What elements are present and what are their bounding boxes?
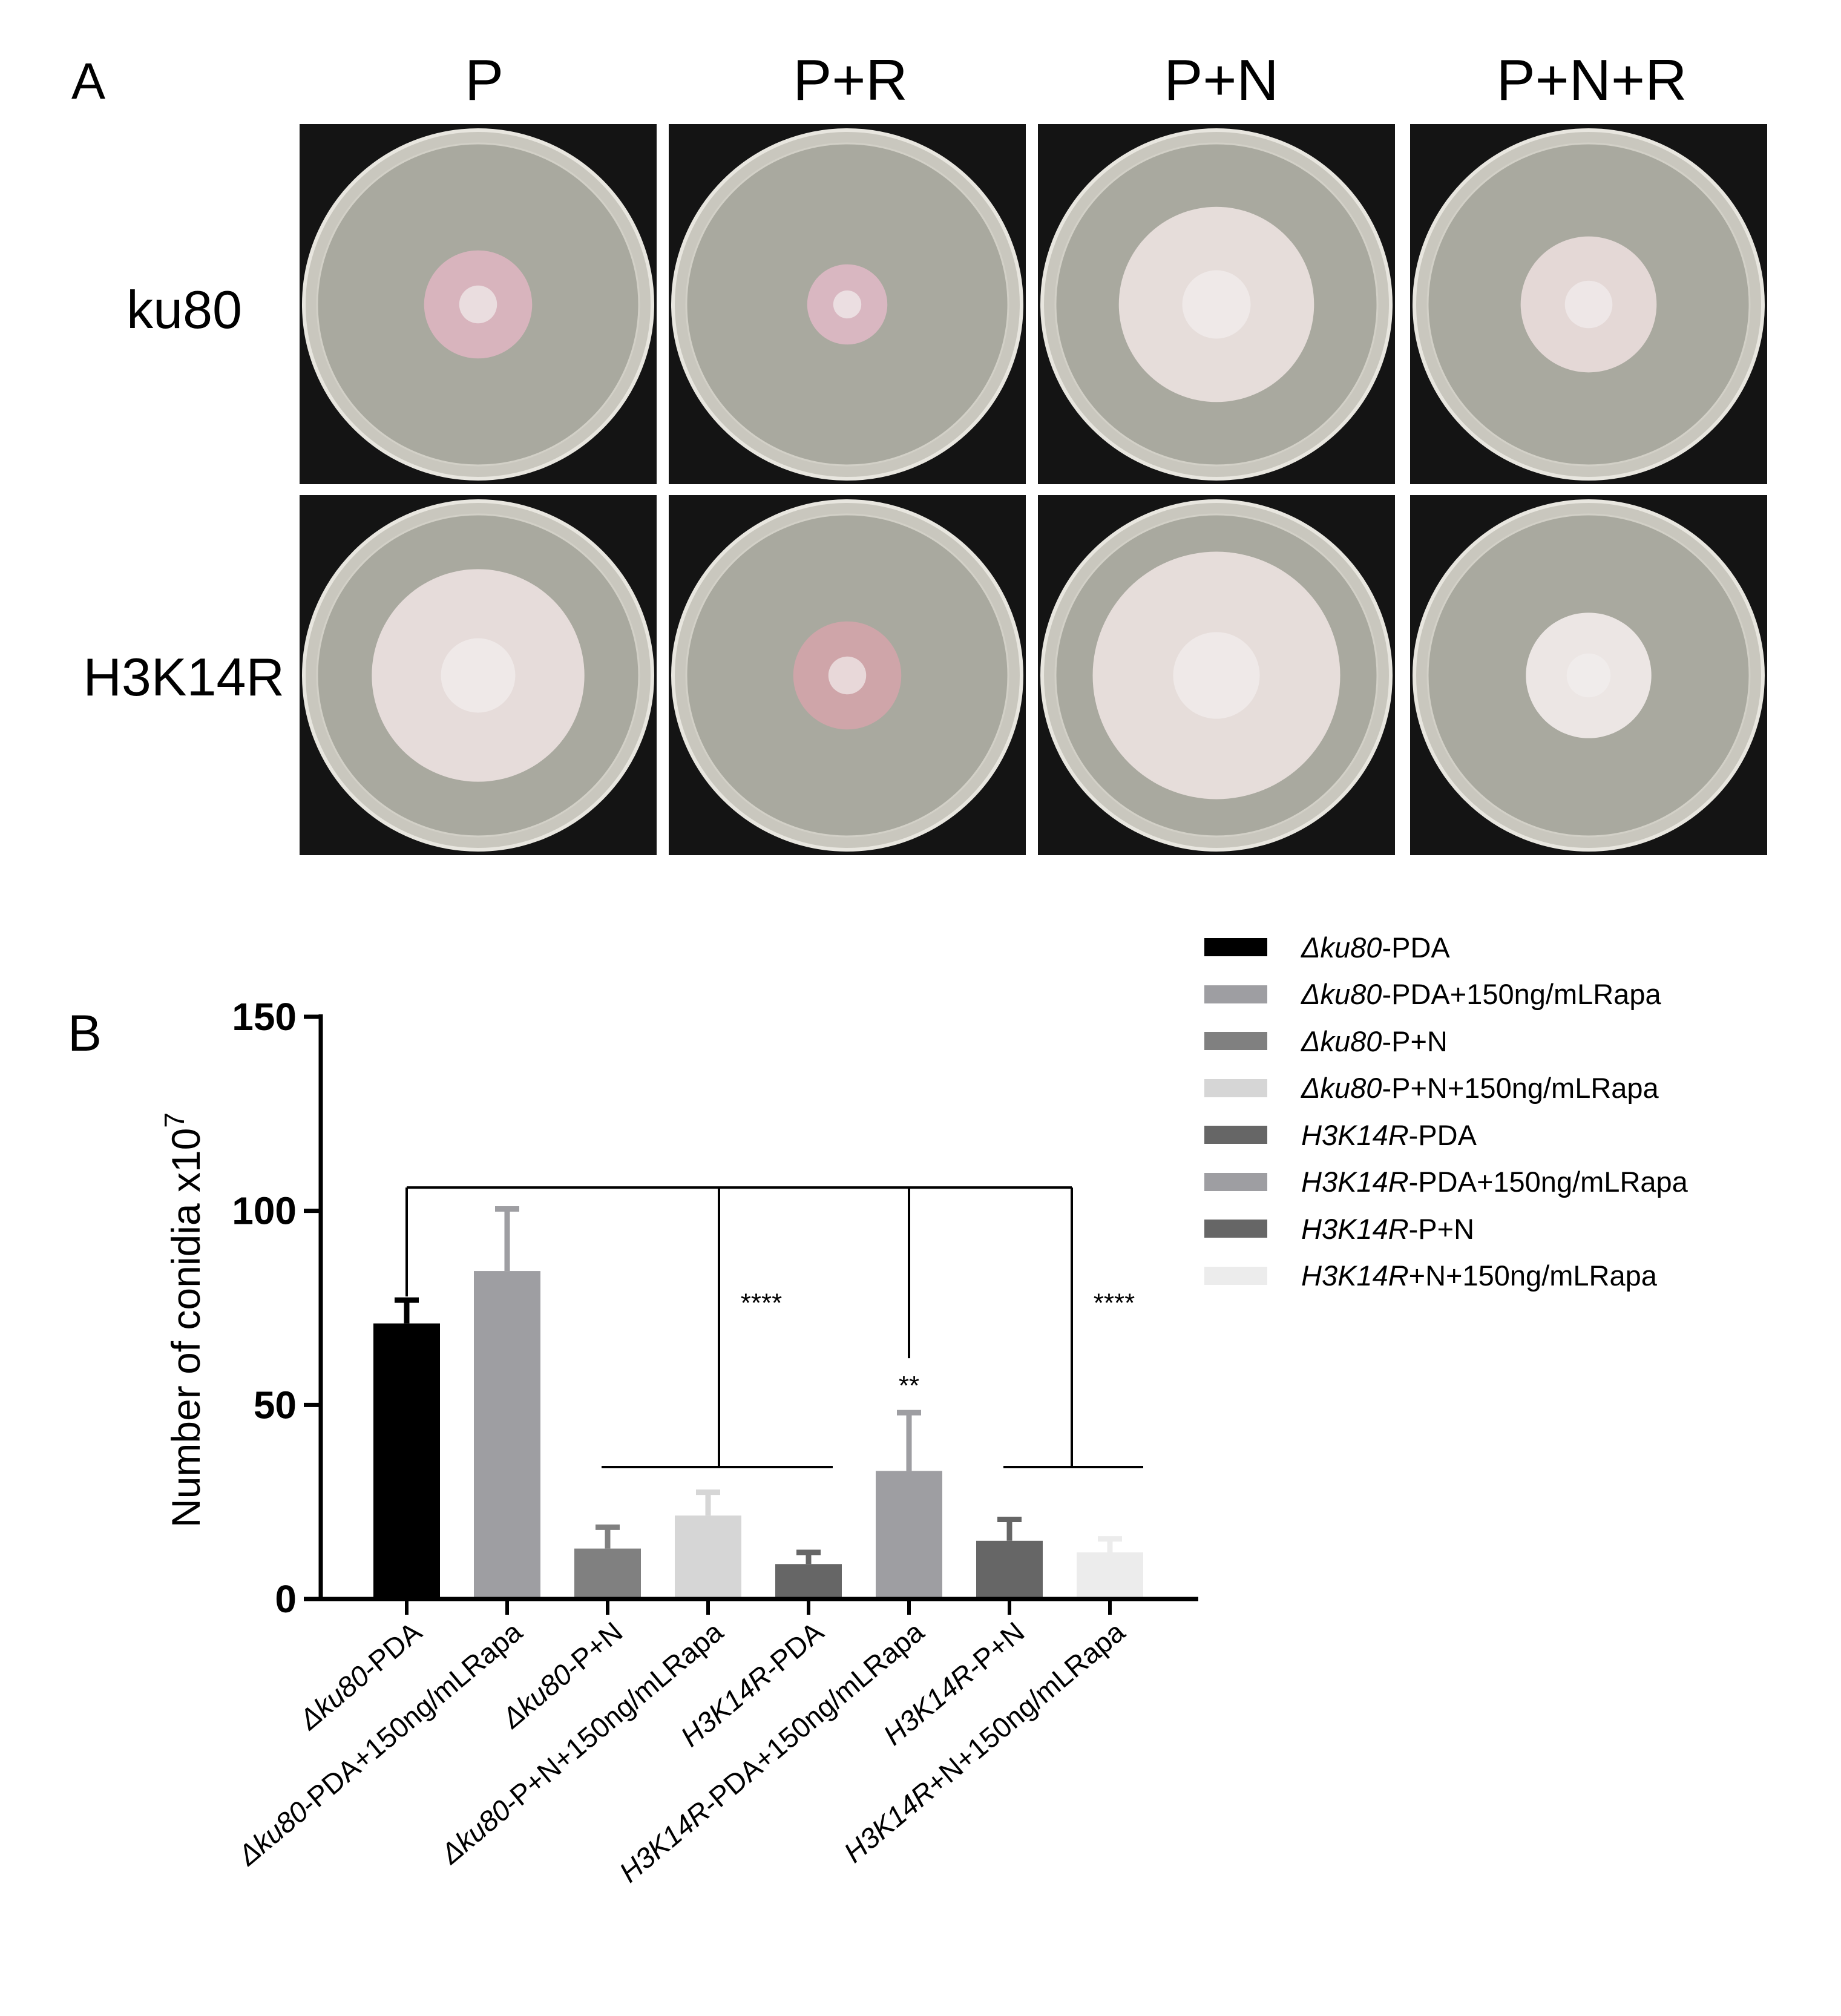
legend-label: Δku80-PDA+150ng/mLRapa <box>1301 978 1661 1010</box>
column-label-p-n-r: P+N+R <box>1496 48 1687 113</box>
legend-item: H3K14R-PDA+150ng/mLRapa <box>1204 1164 1688 1200</box>
bar-1 <box>474 1271 540 1599</box>
legend-label: Δku80-PDA <box>1301 931 1450 964</box>
legend-item: H3K14R-P+N <box>1204 1210 1474 1247</box>
legend-label: H3K14R-P+N <box>1301 1212 1475 1245</box>
legend-swatch <box>1204 1126 1267 1144</box>
legend-label: Δku80-P+N <box>1301 1025 1448 1057</box>
bar-5 <box>876 1471 942 1599</box>
column-label-p-r: P+R <box>793 48 908 113</box>
legend-label: H3K14R-PDA+150ng/mLRapa <box>1301 1166 1688 1198</box>
plate-h3k14r-0 <box>300 495 657 855</box>
bar-6 <box>976 1540 1043 1599</box>
bar-0 <box>373 1323 440 1599</box>
legend-item: H3K14R-PDA <box>1204 1117 1477 1153</box>
plate-ku80-2 <box>1038 124 1395 484</box>
panel-b-letter: B <box>68 1005 102 1062</box>
colony-center <box>1566 653 1611 698</box>
y-tick-label-150: 150 <box>232 995 297 1039</box>
legend-swatch <box>1204 1266 1267 1285</box>
significance-label-2: **** <box>1094 1288 1135 1318</box>
legend-swatch <box>1204 1079 1267 1097</box>
legend-item: Δku80-P+N <box>1204 1023 1448 1059</box>
panel-a-letter: A <box>71 53 106 110</box>
legend-swatch <box>1204 938 1267 956</box>
colony-center <box>1182 270 1251 339</box>
legend-label: H3K14R+N+150ng/mLRapa <box>1301 1259 1657 1292</box>
y-tick-label-50: 50 <box>254 1383 297 1427</box>
legend-item: Δku80-PDA+150ng/mLRapa <box>1204 976 1661 1013</box>
plate-h3k14r-3 <box>1410 495 1767 855</box>
plate-ku80-1 <box>669 124 1026 484</box>
legend-swatch <box>1204 1032 1267 1050</box>
colony-center <box>441 638 516 713</box>
y-tick-label-0: 0 <box>275 1577 297 1621</box>
legend-item: Δku80-PDA <box>1204 929 1450 965</box>
legend-label: Δku80-P+N+150ng/mLRapa <box>1301 1072 1659 1104</box>
plate-h3k14r-2 <box>1038 495 1395 855</box>
legend-item: Δku80-P+N+150ng/mLRapa <box>1204 1070 1659 1106</box>
legend-swatch <box>1204 985 1267 1003</box>
bar-7 <box>1077 1552 1143 1599</box>
bar-4 <box>775 1564 842 1599</box>
legend-swatch <box>1204 1172 1267 1191</box>
plate-ku80-0 <box>300 124 657 484</box>
colony-center <box>459 285 497 324</box>
y-tick-label-100: 100 <box>232 1189 297 1233</box>
legend-label: H3K14R-PDA <box>1301 1118 1477 1151</box>
colony-center <box>828 656 867 695</box>
plate-h3k14r-1 <box>669 495 1026 855</box>
legend-swatch <box>1204 1220 1267 1238</box>
row-label-ku80: ku80 <box>126 280 242 340</box>
column-label-p-n: P+N <box>1164 48 1279 113</box>
colony-center <box>1173 632 1260 719</box>
y-axis-label: Number of conidia x107 <box>159 1112 208 1528</box>
colony-center <box>833 290 862 319</box>
row-label-h3k14r: H3K14R <box>83 647 284 707</box>
bar-3 <box>675 1515 741 1599</box>
significance-label-1: ** <box>899 1371 919 1400</box>
legend-item: H3K14R+N+150ng/mLRapa <box>1204 1258 1657 1294</box>
significance-label-0: **** <box>741 1288 783 1318</box>
plate-ku80-3 <box>1410 124 1767 484</box>
bar-2 <box>574 1548 641 1599</box>
column-label-p: P <box>464 48 504 113</box>
colony-center <box>1564 280 1613 329</box>
